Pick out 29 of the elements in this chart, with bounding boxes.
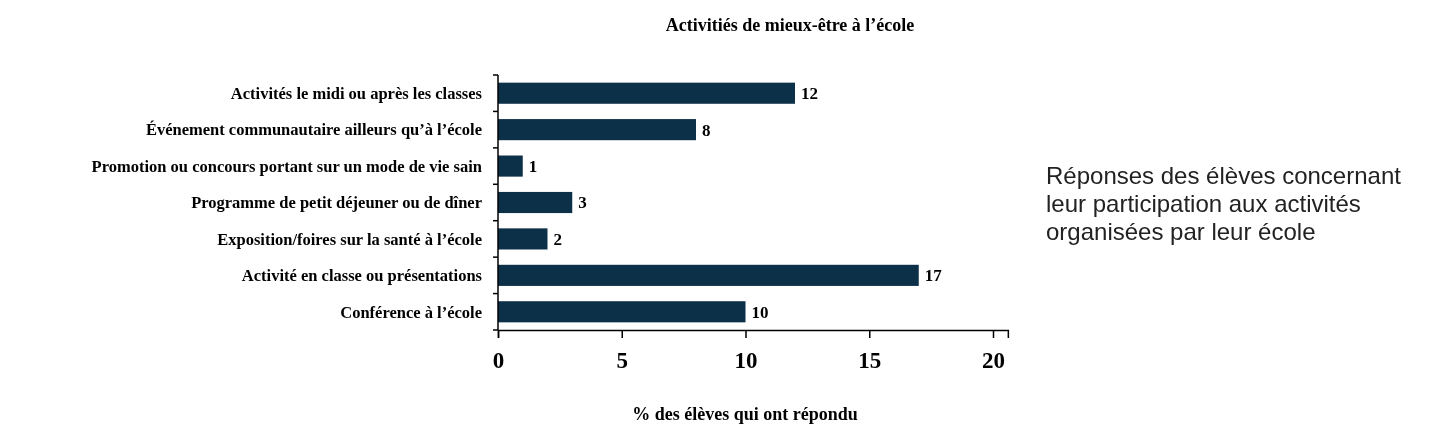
bar <box>498 82 795 104</box>
data-label: 10 <box>751 302 769 322</box>
x-axis-title: % des élèves qui ont répondu <box>632 404 858 424</box>
data-label: 8 <box>702 120 711 140</box>
chart-title: Activitiés de mieux-être à l’école <box>665 15 915 35</box>
y-tick-label: Programme de petit déjeuner ou de dîner <box>191 193 482 213</box>
y-tick-label: Activités le midi ou après les classes <box>230 83 483 103</box>
x-tick-label: 15 <box>858 348 882 374</box>
bar <box>498 301 746 323</box>
x-tick-label: 5 <box>616 348 628 374</box>
x-tick-label: 0 <box>492 348 505 374</box>
bar <box>498 119 696 141</box>
bar <box>498 191 573 214</box>
bar <box>498 155 523 177</box>
y-tick-label: Activité en classe ou présentations <box>241 266 483 286</box>
y-tick-label: Exposition/foires sur la santé à l’école <box>217 229 482 249</box>
data-label: 12 <box>801 84 818 104</box>
x-tick-label: 20 <box>982 348 1005 374</box>
bar <box>498 228 548 250</box>
x-tick-label: 10 <box>734 348 758 374</box>
bar <box>498 264 919 286</box>
text: Réponses des élèves concernant leur participation aux activités organisées par leur école <box>1046 162 1402 246</box>
data-label: 2 <box>553 229 562 249</box>
data-label: 17 <box>924 266 943 286</box>
y-tick-label: Promotion ou concours portant sur un mode de vie sain <box>91 156 482 176</box>
data-label: 1 <box>528 157 538 177</box>
data-label: 3 <box>578 193 587 213</box>
y-tick-label: Conférence à l’école <box>340 302 482 322</box>
y-tick-label: Événement communautaire ailleurs qu’à l’école <box>145 120 482 140</box>
